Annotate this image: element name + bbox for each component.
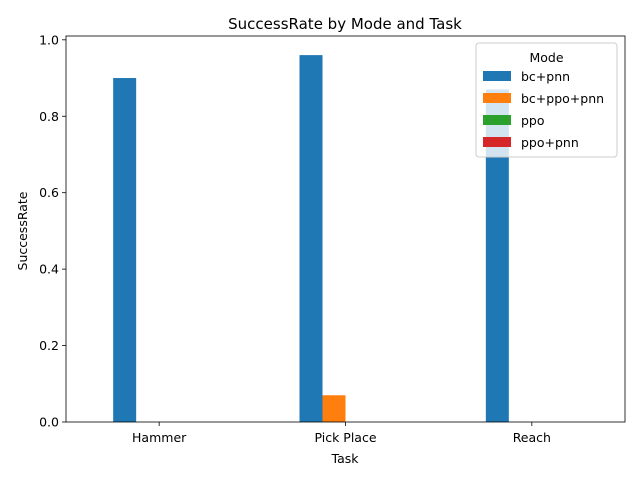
axes: 0.0 0.2 0.4 0.6 0.8 1.0 Hammer Pick Place Reach bbox=[39, 32, 626, 445]
legend: Mode bc+pnn bc+ppo+pnn ppo ppo+pnn bbox=[475, 42, 618, 158]
legend-swatch-bc+pnn bbox=[483, 71, 511, 81]
y-tick-label: 0.8 bbox=[39, 109, 59, 124]
y-tick-label: 1.0 bbox=[39, 32, 59, 47]
legend-label-bc+ppo+pnn: bc+ppo+pnn bbox=[521, 91, 604, 106]
bar-bc+pnn-Hammer bbox=[113, 78, 137, 422]
bar-bc+pnn-Pick Place bbox=[299, 55, 323, 422]
x-axis-label: Task bbox=[331, 451, 360, 466]
bar-bc+ppo+pnn-Pick Place bbox=[322, 395, 346, 422]
legend-swatch-bc+ppo+pnn bbox=[483, 93, 511, 103]
legend-label-ppo: ppo bbox=[521, 113, 545, 128]
y-tick-label: 0.2 bbox=[39, 338, 59, 353]
y-tick-label: 0.4 bbox=[39, 262, 59, 277]
legend-swatch-ppo+pnn bbox=[483, 137, 511, 147]
legend-box bbox=[475, 42, 618, 158]
legend-label-ppo+pnn: ppo+pnn bbox=[521, 135, 579, 150]
legend-title: Mode bbox=[529, 50, 563, 65]
x-tick-label: Reach bbox=[513, 430, 551, 445]
plot-area bbox=[113, 55, 509, 423]
y-axis-label: SuccessRate bbox=[15, 191, 30, 270]
legend-swatch-ppo bbox=[483, 115, 511, 125]
x-tick-label: Pick Place bbox=[314, 430, 376, 445]
legend-label-bc+pnn: bc+pnn bbox=[521, 69, 570, 84]
y-tick-label: 0.0 bbox=[39, 415, 59, 430]
bar-bc+pnn-Reach bbox=[485, 89, 509, 423]
y-tick-label: 0.6 bbox=[39, 185, 59, 200]
chart-title: SuccessRate by Mode and Task bbox=[228, 15, 462, 33]
x-tick-label: Hammer bbox=[132, 430, 187, 445]
